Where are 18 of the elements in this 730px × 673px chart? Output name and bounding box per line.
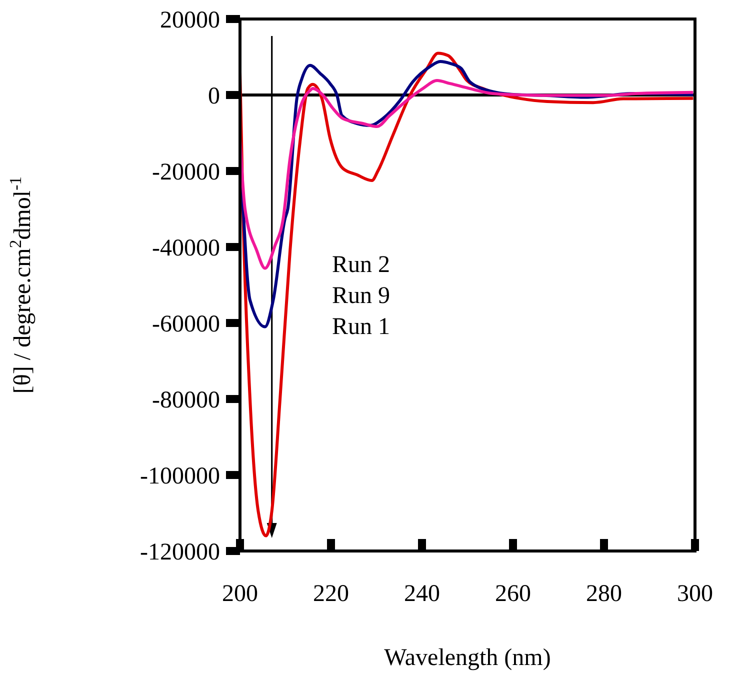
y-tick-label: -80000 [152,387,220,414]
y-tick-label: -60000 [152,311,220,338]
x-tick-label: 300 [677,581,713,607]
annotation: Run 9 [332,283,390,309]
y-tick-label: 0 [208,83,220,110]
x-tick-label: 260 [495,581,531,607]
x-tick-label: 200 [222,581,258,607]
y-tick-label: 20000 [160,7,220,34]
y-tick-label: -20000 [152,159,220,186]
annotation: Run 2 [332,252,390,278]
y-tick-label: -100000 [140,463,220,490]
x-tick-label: 240 [404,581,440,607]
annotation: Run 1 [332,314,390,340]
x-tick-label: 220 [313,581,349,607]
y-tick-label: -40000 [152,235,220,262]
y-tick-label: -120000 [140,539,220,566]
x-tick-label: 280 [586,581,622,607]
x-axis-title: Wavelength (nm) [384,645,551,671]
